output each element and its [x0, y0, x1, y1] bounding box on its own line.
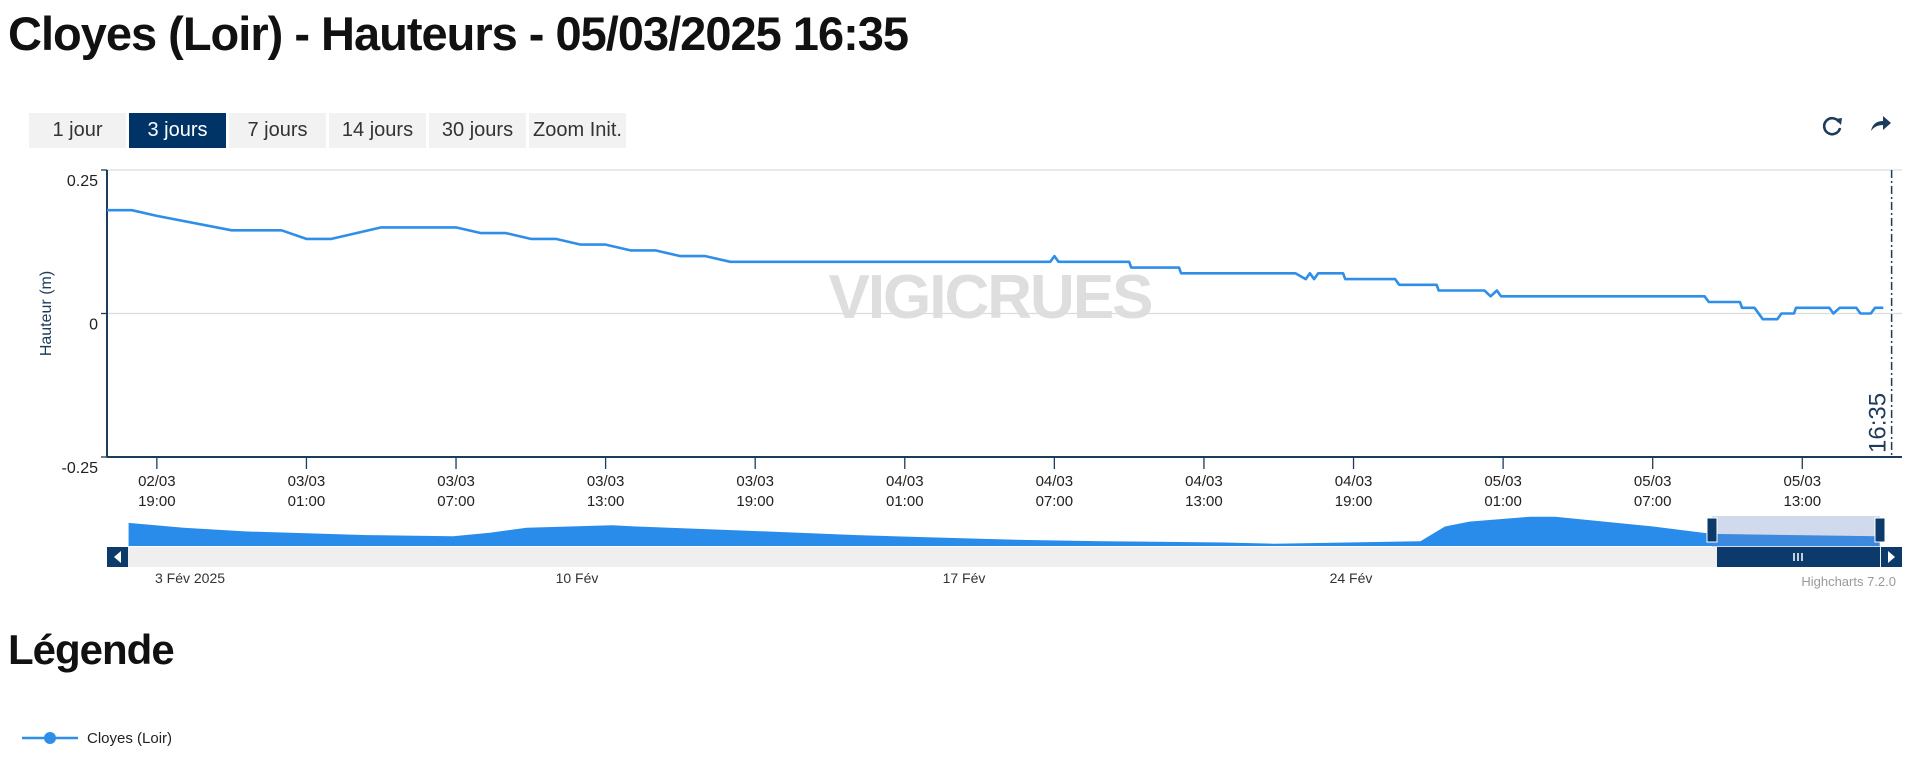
scroll-right[interactable] — [1881, 547, 1902, 567]
x-tick-label: 04/03 — [886, 473, 924, 490]
navigator-handle[interactable] — [1706, 517, 1718, 543]
scroll-right-arrow — [1888, 551, 1895, 563]
legend-label[interactable]: Cloyes (Loir) — [87, 730, 172, 747]
x-tick-label: 05/03 — [1784, 473, 1822, 490]
share-icon[interactable] — [1871, 116, 1891, 131]
refresh-arrow — [1835, 118, 1842, 125]
x-tick-label: 04/03 — [1185, 473, 1223, 490]
navigator-label: 24 Fév — [1330, 570, 1373, 586]
navigator-handle[interactable] — [1874, 517, 1886, 543]
x-tick-label: 19:00 — [138, 493, 176, 510]
x-tick-label: 13:00 — [587, 493, 625, 510]
x-tick-label: 07:00 — [1634, 493, 1672, 510]
navigator-area — [128, 516, 1880, 546]
thumb-grip — [1793, 553, 1803, 561]
y-tick-label: 0 — [89, 317, 98, 334]
x-tick-label: 03/03 — [587, 473, 625, 490]
x-tick-label: 05/03 — [1634, 473, 1672, 490]
refresh-arc — [1822, 116, 1842, 136]
navigator-label: 17 Fév — [943, 570, 986, 586]
navigator-label: 10 Fév — [556, 570, 599, 586]
x-tick-label: 03/03 — [437, 473, 475, 490]
navigator: 3 Fév 2025 10 Fév 17 Fév 24 Fév — [107, 516, 1902, 586]
y-tick-label: -0.25 — [62, 460, 99, 477]
series-line — [107, 208, 1884, 321]
x-tick-label: 07:00 — [437, 493, 475, 510]
x-tick-label: 13:00 — [1185, 493, 1223, 510]
x-tick-label: 05/03 — [1484, 473, 1522, 490]
x-tick-label: 01:00 — [288, 493, 326, 510]
navigator-selection — [1712, 516, 1880, 547]
range-button[interactable]: 3 jours — [129, 113, 226, 148]
x-tick-label: 01:00 — [1484, 493, 1522, 510]
share-arrow — [1871, 116, 1891, 131]
x-tick-label: 04/03 — [1335, 473, 1373, 490]
scrollbar-thumb[interactable] — [1717, 547, 1880, 567]
x-tick-label: 01:00 — [886, 493, 924, 510]
y-tick-label: 0.25 — [67, 173, 98, 190]
page-title: Cloyes (Loir) - Hauteurs - 05/03/2025 16… — [8, 7, 909, 60]
navigator-label: 3 Fév 2025 — [155, 570, 225, 586]
x-tick-label: 13:00 — [1784, 493, 1822, 510]
range-button[interactable]: 1 jour — [29, 113, 126, 148]
x-tick-label: 03/03 — [288, 473, 326, 490]
refresh-icon[interactable] — [1822, 116, 1842, 136]
now-label: 16:35 — [1865, 393, 1892, 453]
credits: Highcharts 7.2.0 — [1801, 574, 1896, 589]
x-tick-label: 03/03 — [736, 473, 774, 490]
legend-title: Légende — [8, 626, 175, 673]
scroll-left-arrow — [114, 551, 121, 563]
x-tick-label: 02/03 — [138, 473, 176, 490]
y-axis-label: Hauteur (m) — [38, 271, 55, 356]
range-button[interactable]: 30 jours — [429, 113, 526, 148]
range-buttons: 1 jour 3 jours 7 jours 14 jours 30 jours Zoom… — [29, 113, 626, 148]
watermark: VIGICRUES — [828, 263, 1151, 332]
range-button[interactable]: 7 jours — [229, 113, 326, 148]
x-tick-label: 19:00 — [736, 493, 774, 510]
x-tick-label: 04/03 — [1036, 473, 1074, 490]
scroll-left[interactable] — [107, 547, 128, 567]
x-tick-label: 19:00 — [1335, 493, 1373, 510]
range-button[interactable]: 14 jours — [329, 113, 426, 148]
range-button[interactable]: Zoom Init. — [529, 113, 626, 148]
legend-marker — [44, 732, 56, 744]
scrollbar-track — [107, 547, 1902, 567]
x-tick-label: 07:00 — [1036, 493, 1074, 510]
